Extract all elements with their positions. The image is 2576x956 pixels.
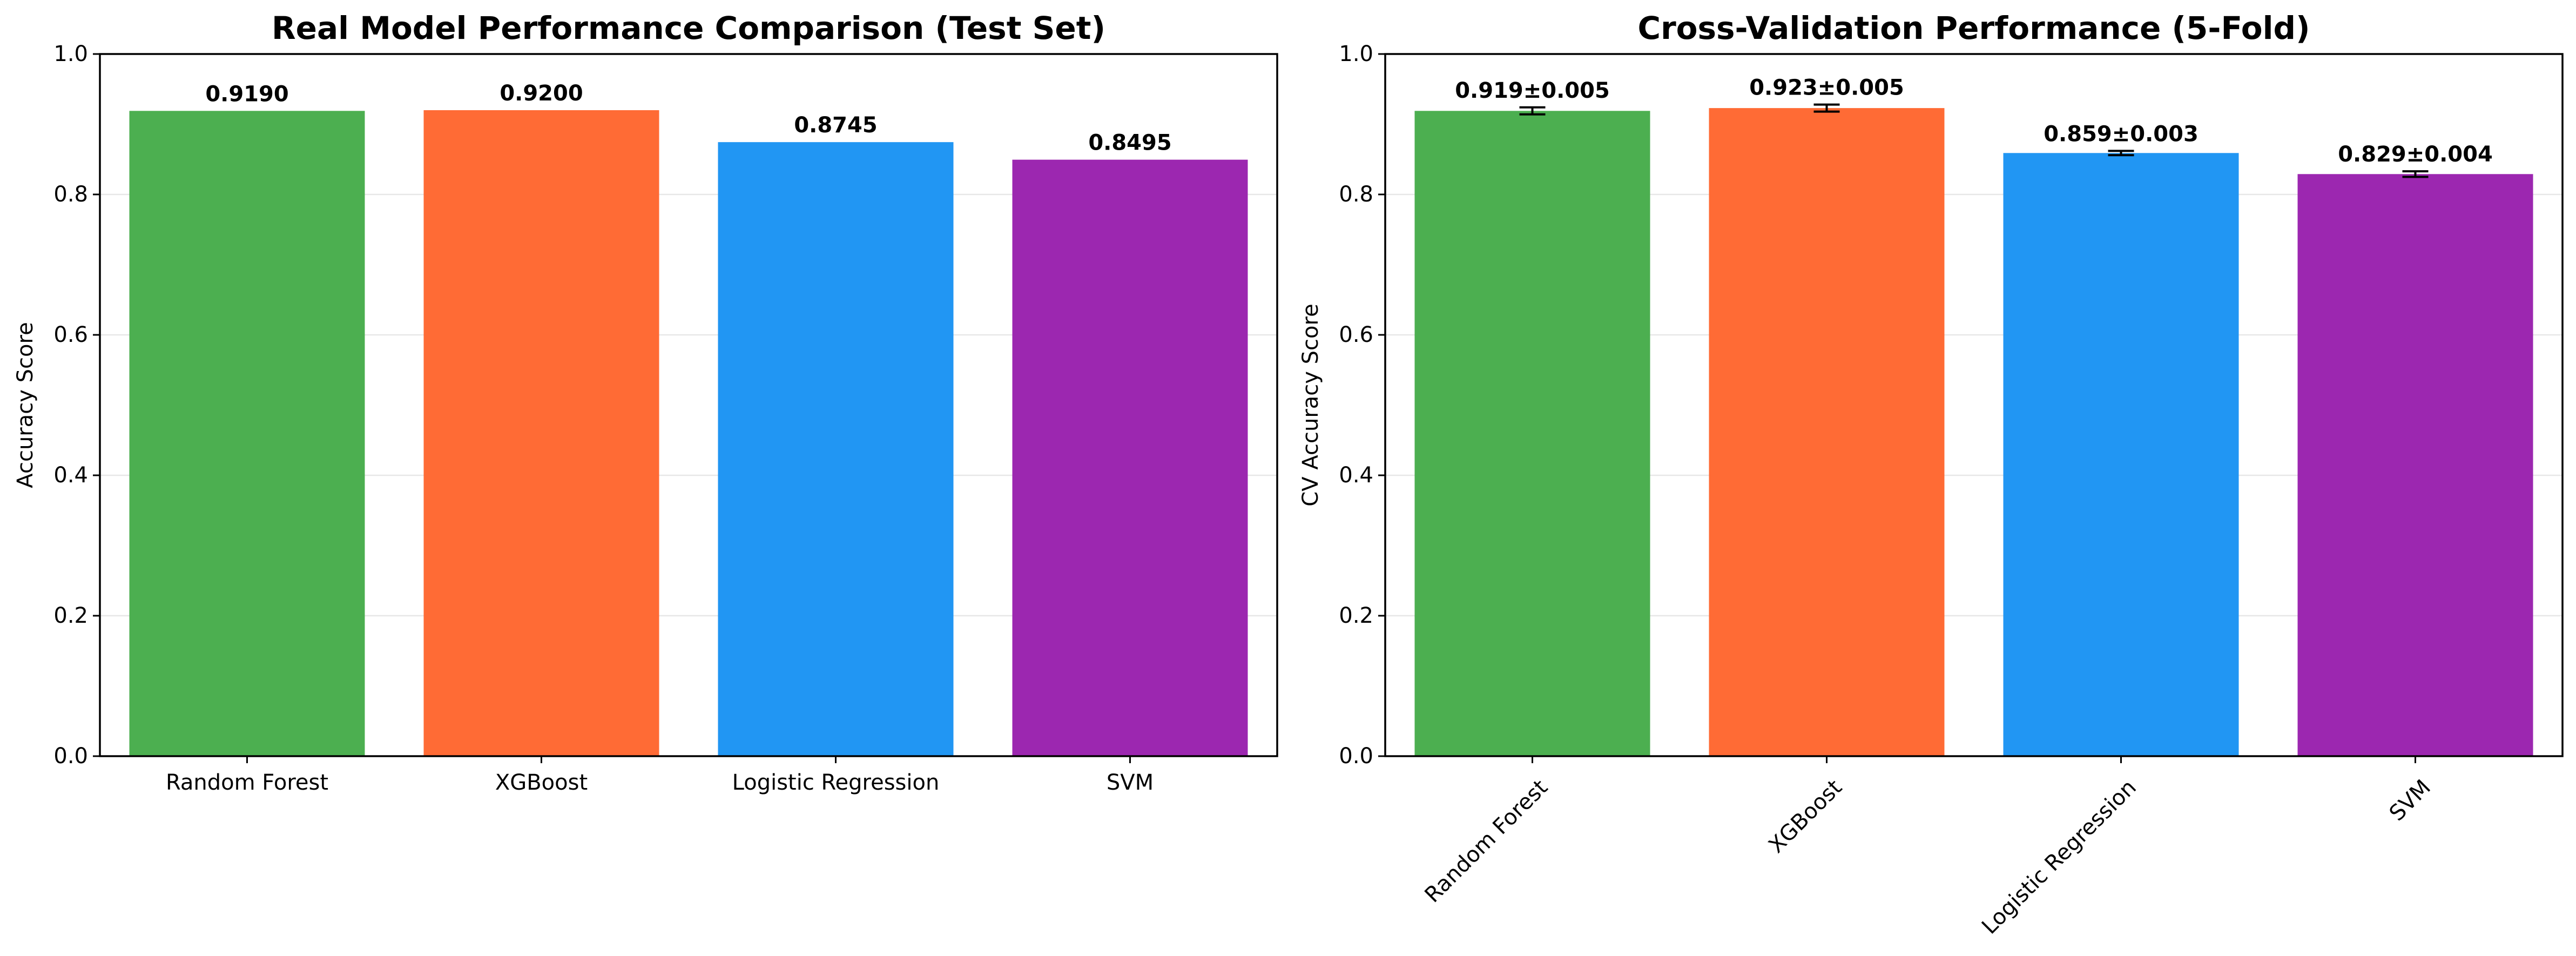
y-tick-label: 1.0 bbox=[53, 42, 88, 66]
axes-frame bbox=[1384, 53, 2564, 757]
axes-frame bbox=[99, 53, 1278, 757]
y-tick-label: 0.4 bbox=[53, 463, 88, 488]
bar bbox=[1709, 108, 1945, 757]
bar bbox=[129, 111, 365, 756]
y-axis-label: CV Accuracy Score bbox=[1298, 304, 1323, 506]
x-tick-label: XGBoost bbox=[1764, 775, 1847, 858]
bar-value-label: 0.829±0.004 bbox=[2338, 142, 2493, 167]
bar bbox=[423, 110, 659, 756]
y-tick-label: 0.2 bbox=[53, 603, 88, 628]
bar-value-label: 0.9190 bbox=[205, 82, 288, 106]
x-tick-label: Random Forest bbox=[1420, 775, 1553, 907]
bar bbox=[1414, 111, 1650, 756]
y-tick-label: 0.4 bbox=[1339, 463, 1373, 488]
x-tick-label: XGBoost bbox=[495, 770, 588, 795]
bar-value-label: 0.919±0.005 bbox=[1455, 78, 1610, 103]
x-tick-label: Random Forest bbox=[166, 770, 328, 795]
y-tick-label: 0.0 bbox=[53, 744, 88, 769]
y-axis-label: Accuracy Score bbox=[13, 322, 38, 488]
bar-value-label: 0.8745 bbox=[794, 113, 877, 138]
y-tick-label: 0.6 bbox=[53, 322, 88, 347]
bar-value-label: 0.923±0.005 bbox=[1749, 76, 1904, 100]
bar-value-label: 0.9200 bbox=[500, 81, 583, 106]
bar bbox=[718, 142, 954, 756]
bar-value-label: 0.859±0.003 bbox=[2044, 122, 2199, 146]
y-tick-label: 0.8 bbox=[53, 182, 88, 207]
y-tick-label: 0.8 bbox=[1339, 182, 1373, 207]
x-tick-label: Logistic Regression bbox=[1977, 775, 2141, 939]
x-tick-label: SVM bbox=[1107, 770, 1154, 795]
bar bbox=[2003, 153, 2239, 756]
y-tick-label: 0.6 bbox=[1339, 322, 1373, 347]
bar bbox=[1012, 159, 1248, 756]
chart-title: Real Model Performance Comparison (Test … bbox=[272, 10, 1105, 46]
x-tick-label: Logistic Regression bbox=[732, 770, 940, 795]
x-tick-label: SVM bbox=[2385, 775, 2436, 826]
test-set-accuracy-chart: 0.0 0.2 0.4 0.6 0.8 1.0 0.9190 Random Forest 0.9… bbox=[13, 10, 1278, 795]
y-tick-label: 0.0 bbox=[1339, 744, 1373, 769]
bar-value-label: 0.8495 bbox=[1088, 131, 1171, 156]
chart-title: Cross-Validation Performance (5-Fold) bbox=[1638, 10, 2310, 46]
cross-validation-chart: 0.0 0.2 0.4 0.6 0.8 1.0 0.919±0.005 Random Fore… bbox=[1298, 10, 2564, 939]
bar bbox=[2297, 174, 2533, 756]
y-tick-label: 0.2 bbox=[1339, 603, 1373, 628]
y-tick-label: 1.0 bbox=[1339, 42, 1373, 66]
